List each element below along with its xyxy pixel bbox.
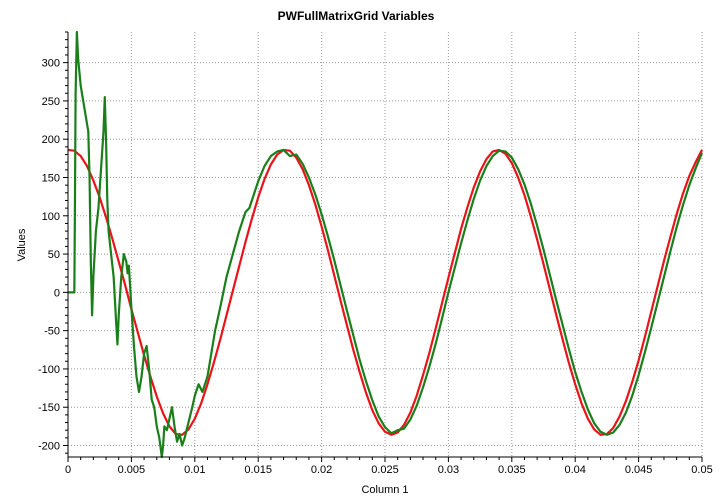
x-axis-title: Column 1 xyxy=(361,484,408,496)
x-tick-label: 0.02 xyxy=(311,464,332,476)
y-tick-label: 100 xyxy=(42,211,60,223)
x-tick-label: 0.03 xyxy=(438,464,459,476)
y-tick-label: 150 xyxy=(42,172,60,184)
x-tick-label: 0.015 xyxy=(244,464,272,476)
y-tick-label: 200 xyxy=(42,134,60,146)
x-tick-label: 0.035 xyxy=(498,464,526,476)
series-line-1 xyxy=(67,148,703,436)
chart-title: PWFullMatrixGrid Variables xyxy=(278,9,435,23)
x-tick-label: 0.025 xyxy=(371,464,399,476)
x-tick-label: 0.005 xyxy=(118,464,146,476)
y-axis-title: Values xyxy=(16,228,28,261)
y-tick-label: 0 xyxy=(54,287,60,299)
y-tick-label: 50 xyxy=(48,249,60,261)
x-tick-label: 0.045 xyxy=(625,464,653,476)
x-tick-label: 0.04 xyxy=(564,464,585,476)
y-ticks: 300 250 200 150 100 50 0 -50 -100 -150 -200 xyxy=(38,31,68,454)
x-ticks: 0 0.005 0.01 0.015 0.02 0.025 0.03 0.035 0.04 0.0… xyxy=(65,457,713,476)
x-tick-label: 0.01 xyxy=(184,464,205,476)
y-tick-label: 250 xyxy=(42,96,60,108)
y-tick-label: -50 xyxy=(44,326,60,338)
y-tick-label: 300 xyxy=(42,58,60,70)
x-tick-label: 0.05 xyxy=(691,464,712,476)
series-line-2 xyxy=(68,30,704,459)
y-tick-label: -200 xyxy=(38,441,60,453)
x-tick-label: 0 xyxy=(65,464,71,476)
y-tick-label: -100 xyxy=(38,364,60,376)
y-tick-label: -150 xyxy=(38,402,60,414)
series-group xyxy=(67,30,704,459)
